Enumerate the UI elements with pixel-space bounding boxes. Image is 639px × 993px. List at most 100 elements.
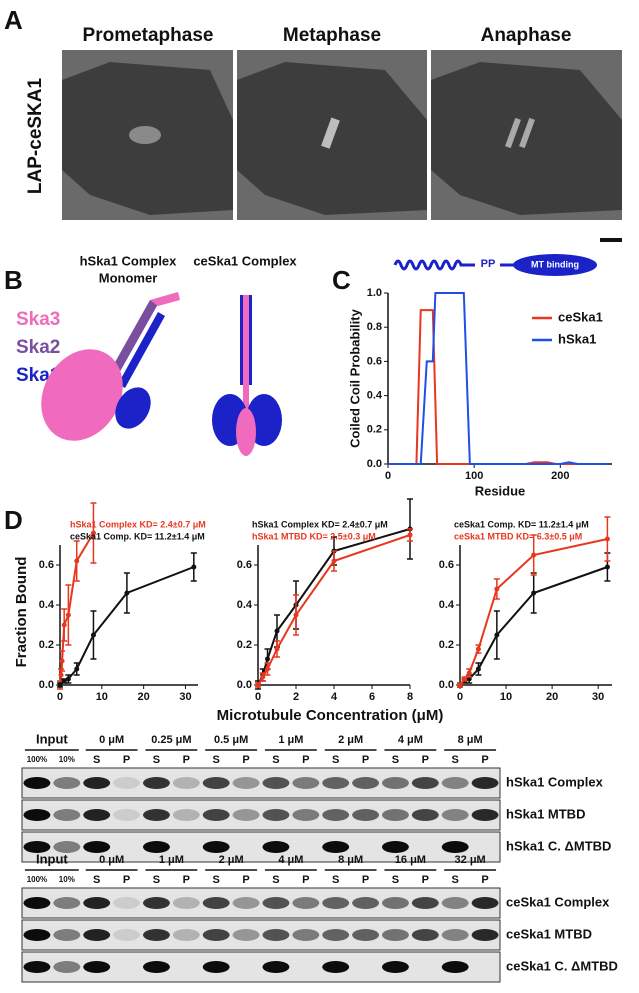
point — [61, 622, 67, 628]
point — [475, 666, 481, 672]
row-label: hSka1 Complex — [506, 774, 604, 789]
x-tick-label: 20 — [138, 691, 150, 703]
x-tick-label: 0 — [57, 691, 63, 703]
y-tick-label: 0.0 — [237, 679, 252, 691]
y-tick-label: 0.6 — [237, 559, 252, 571]
y-tick-label: 0.6 — [367, 355, 382, 367]
gel-band — [23, 809, 51, 821]
y-tick-label: 0.6 — [439, 559, 454, 571]
y-tick-label: 0.2 — [39, 639, 54, 651]
point — [466, 670, 472, 676]
lane-label: P — [481, 874, 488, 886]
x-tick-label: 2 — [293, 691, 299, 703]
lane-label: 100% — [27, 755, 47, 764]
gel-band — [352, 929, 380, 941]
row-label: ceSka1 MTBD — [506, 926, 592, 941]
point — [475, 646, 481, 652]
lane-label: 10% — [59, 755, 75, 764]
concentration-label: 8 μM — [338, 854, 363, 866]
row-label: ceSka1 C. ΔMTBD — [506, 958, 618, 973]
point — [74, 666, 80, 672]
y-tick-label: 0.8 — [367, 321, 382, 333]
gel-band — [83, 897, 111, 909]
lane-label: S — [213, 754, 220, 766]
gel-band — [202, 777, 230, 789]
point — [255, 682, 261, 688]
lane-label: S — [272, 754, 279, 766]
point — [74, 558, 80, 564]
lane-label: S — [93, 754, 100, 766]
stage-label: Anaphase — [481, 25, 572, 46]
lane-label: S — [392, 874, 399, 886]
gel-band — [411, 777, 439, 789]
y-tick-label: 0.2 — [367, 424, 382, 436]
gel-band — [352, 809, 380, 821]
lane-label: S — [392, 754, 399, 766]
concentration-label: 4 μM — [398, 734, 423, 746]
gel-band — [53, 809, 81, 821]
lane-label: S — [213, 874, 220, 886]
lane-label: 100% — [27, 875, 47, 884]
point — [191, 564, 197, 570]
gel-band — [441, 841, 469, 853]
point — [265, 666, 270, 672]
y-tick-label: 0.2 — [237, 639, 252, 651]
legend-label: ceSka1 — [558, 309, 603, 324]
gel-band — [381, 929, 409, 941]
ska-diagram — [41, 292, 282, 456]
legend-label: ceSka1 Comp. KD= 11.2±1.4 μM — [454, 519, 589, 529]
lane-label: S — [452, 874, 459, 886]
gel-band — [83, 961, 111, 973]
gel-band — [441, 777, 469, 789]
gel-band — [23, 841, 51, 853]
gel-band — [292, 929, 320, 941]
row-label: hSka1 MTBD — [506, 806, 585, 821]
x-axis-label: Microtubule Concentration (μM) — [217, 707, 444, 724]
gel-band — [113, 929, 141, 941]
x-tick-label: 10 — [96, 691, 108, 703]
lane-label: S — [153, 874, 160, 886]
gel-band — [262, 961, 290, 973]
x-tick-label: 100 — [465, 470, 483, 482]
gel-band — [381, 897, 409, 909]
input-label: Input — [36, 851, 68, 866]
gel-band — [322, 809, 350, 821]
y-axis-label: Fraction Bound — [13, 557, 30, 668]
gel-band — [411, 929, 439, 941]
gel-band — [262, 777, 290, 789]
lane-label: 10% — [59, 875, 75, 884]
gel-band — [441, 961, 469, 973]
concentration-label: 32 μM — [455, 854, 486, 866]
y-tick-label: 0.0 — [439, 679, 454, 691]
gel-band — [441, 809, 469, 821]
concentration-label: 4 μM — [278, 854, 303, 866]
point — [407, 532, 413, 538]
gel-band — [142, 777, 170, 789]
complex-label: ceSka1 Complex — [193, 253, 297, 268]
domain-diagram — [393, 254, 597, 276]
point — [604, 536, 610, 542]
legend-label: hSka1 Complex KD= 2.4±0.7 μM — [70, 519, 206, 529]
legend-label: ceSka1 Comp. KD= 11.2±1.4 μM — [70, 531, 205, 541]
y-tick-label: 1.0 — [367, 287, 382, 299]
gel-band — [262, 841, 290, 853]
point — [58, 672, 64, 678]
legend-label: hSka1 — [558, 331, 596, 346]
panel-letter: B — [4, 265, 23, 295]
y-tick-label: 0.4 — [237, 599, 253, 611]
point — [462, 676, 468, 682]
lane-label: P — [242, 874, 249, 886]
point — [531, 552, 537, 558]
gel-band — [262, 897, 290, 909]
stage-label: Metaphase — [283, 25, 381, 46]
gel-band — [172, 897, 200, 909]
gel-band — [471, 897, 499, 909]
gel-band — [381, 841, 409, 853]
point — [274, 646, 280, 652]
domain-label: PP — [481, 258, 496, 270]
lane-label: P — [362, 754, 369, 766]
gel-band — [262, 809, 290, 821]
lane-label: S — [332, 874, 339, 886]
gel-band — [142, 897, 170, 909]
